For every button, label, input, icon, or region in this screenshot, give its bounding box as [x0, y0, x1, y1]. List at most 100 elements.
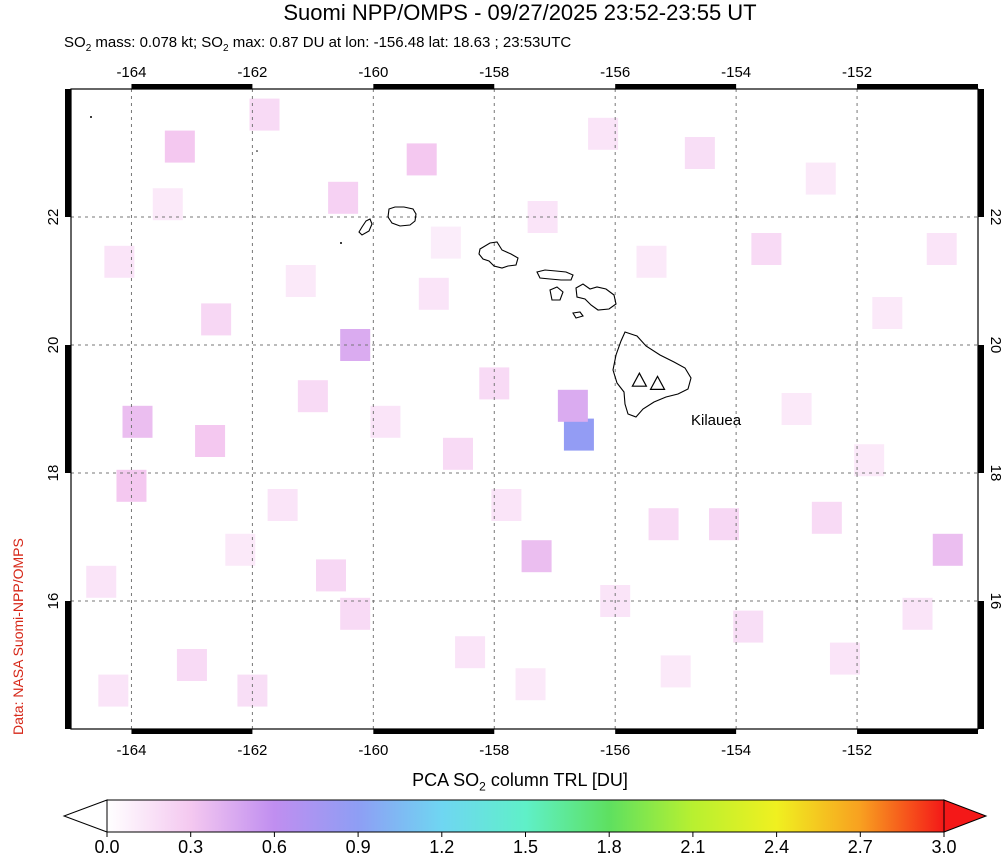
colorbar-tick-label-2: 0.6: [262, 837, 287, 855]
colorbar-tick-label-8: 2.4: [764, 837, 789, 855]
so2-pixel-36: [781, 393, 812, 425]
lon-tick-label-bottom-3: -158: [479, 742, 509, 759]
island-kahoolawe: [572, 311, 584, 319]
so2-pixel-24: [902, 597, 933, 630]
so2-pixel-37: [872, 297, 903, 329]
colorbar-tick-label-6: 1.8: [597, 837, 622, 855]
so2-pixel-13: [709, 508, 740, 541]
frame-bar-left-4: [65, 89, 71, 217]
so2-pixel-20: [340, 597, 371, 630]
islet-2: [256, 150, 258, 152]
so2-pixel-39: [267, 489, 298, 521]
colorbar-tick-label-0: 0.0: [94, 837, 119, 855]
volcano-markers: [631, 371, 666, 390]
lat-tick-label-left-3: 22: [45, 209, 62, 226]
lat-tick-label-right-2: 20: [987, 337, 1004, 354]
frame-bar-bottom-5: [615, 729, 737, 734]
so2-pixel-43: [805, 162, 836, 195]
frame-bar-right-0: [978, 601, 984, 729]
so2-pixel-42: [636, 245, 667, 278]
frame-bar-bottom-1: [131, 729, 253, 734]
so2-pixel-30: [249, 98, 280, 131]
so2-pixel-23: [829, 642, 860, 675]
map-subtitle: SO2 mass: 0.078 kt; SO2 max: 0.87 DU at …: [64, 34, 571, 54]
so2-pixel-26: [751, 233, 782, 265]
so2-pixel-48: [225, 533, 256, 566]
so2-pixel-6: [932, 533, 963, 566]
colorbar-min-arrow: [62, 799, 108, 833]
lon-tick-label-bottom-4: -156: [600, 742, 630, 759]
subtitle-sub2: 2: [222, 43, 229, 54]
frame-bar-top-3: [373, 84, 495, 89]
so2-pixel-49: [430, 226, 461, 259]
so2-pixel-7: [164, 130, 195, 163]
map-frame: [70, 88, 979, 730]
so2-pixel-5: [521, 540, 552, 573]
map-title: Suomi NPP/OMPS - 09/27/2025 23:52-23:55 …: [283, 0, 757, 25]
colorbar-tick-label-3: 0.9: [346, 837, 371, 855]
lat-tick-label-left-1: 18: [45, 465, 62, 482]
frame-bar-left-2: [65, 345, 71, 473]
colorbar-tick-label-7: 2.1: [680, 837, 705, 855]
so2-pixel-32: [201, 303, 232, 336]
colorbar-tick-label-5: 1.5: [513, 837, 538, 855]
volcano-label-kilauea: Kilauea: [691, 412, 742, 429]
colorbar-tick-label-10: 3.0: [931, 837, 956, 855]
so2-pixel-38: [86, 565, 117, 598]
lon-tick-label-top-2: -160: [358, 64, 388, 81]
so2-pixel-27: [684, 137, 715, 169]
so2-pixel-34: [491, 489, 522, 521]
graticule: [71, 89, 978, 729]
so2-pixel-9: [328, 181, 359, 214]
colorbar-title-part2: column TRL [DU]: [485, 770, 628, 790]
so2-pixel-28: [588, 117, 619, 150]
so2-pixel-0: [563, 418, 594, 451]
lat-tick-label-left-2: 20: [45, 337, 62, 354]
islet-1: [90, 116, 92, 118]
so2-pixel-18: [176, 649, 207, 681]
colorbar-title: PCA SO2 column TRL [DU]: [0, 770, 1008, 794]
so2-pixel-33: [418, 277, 449, 310]
subtitle-sub1: 2: [85, 43, 92, 54]
so2-pixel-47: [98, 674, 129, 707]
frame-bar-right-2: [978, 345, 984, 473]
lon-tick-label-top-1: -162: [237, 64, 267, 81]
island-molokai: [536, 269, 574, 281]
colorbar-tick-label-9: 2.7: [848, 837, 873, 855]
frame-bar-bottom-3: [373, 729, 495, 734]
island-kauai: [387, 206, 417, 227]
lon-tick-label-top-6: -152: [842, 64, 872, 81]
island-lanai: [549, 286, 564, 301]
so2-pixel-3: [122, 405, 153, 438]
lon-tick-label-top-4: -156: [600, 64, 630, 81]
colorbar-title-part1: PCA SO: [412, 770, 480, 790]
lon-tick-label-bottom-5: -154: [721, 742, 751, 759]
so2-pixel-44: [854, 444, 885, 477]
so2-pixel-17: [316, 559, 347, 592]
so2-pixel-8: [406, 143, 437, 176]
so2-pixel-50: [285, 265, 316, 297]
so2-pixel-46: [660, 655, 691, 688]
lon-tick-label-top-0: -164: [116, 64, 146, 81]
colorbar-max-arrow: [943, 799, 988, 833]
lon-tick-label-bottom-2: -160: [358, 742, 388, 759]
colorbar-tick-label-4: 1.2: [429, 837, 454, 855]
so2-pixel-25: [926, 233, 957, 265]
island-hawaii: [612, 331, 692, 418]
so2-pixel-10: [195, 425, 226, 457]
so2-pixel-1: [557, 389, 588, 422]
frame-bar-top-5: [615, 84, 737, 89]
island-niihau: [358, 218, 373, 236]
volcano-triangle-0: [631, 371, 648, 387]
frame-bar-top-7: [857, 84, 978, 89]
axis-tick-labels: -164 -164 -162 -162 -160 -160 -158 -158 -156 -156…: [45, 64, 1004, 759]
subtitle-part2: mass: 0.078 kt; SO: [91, 34, 223, 51]
subtitle-part1: SO: [64, 34, 86, 51]
so2-pixel-21: [455, 636, 486, 669]
lat-tick-label-right-3: 22: [987, 209, 1004, 226]
island-oahu: [478, 241, 519, 269]
so2-pixel-31: [104, 245, 135, 278]
lon-tick-label-bottom-1: -162: [237, 742, 267, 759]
coastline-layer: [90, 116, 692, 418]
